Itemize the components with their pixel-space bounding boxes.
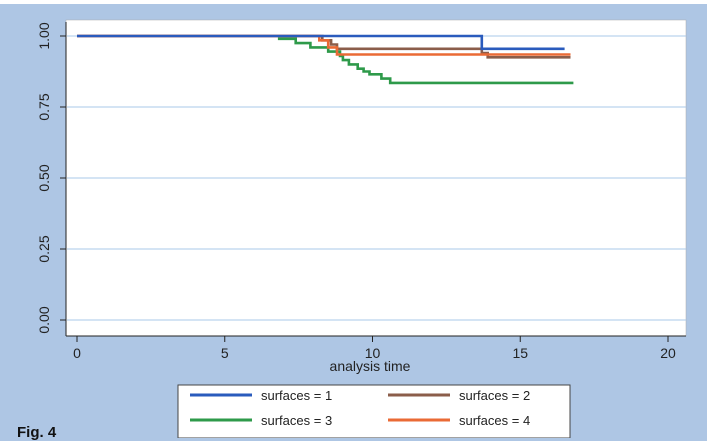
legend-label-3: surfaces = 3 [261,413,332,428]
y-tick-label: 0.50 [36,164,52,191]
axes: 0.00 0.25 0.50 0.75 1.00 0 5 10 15 20 [36,22,686,361]
y-tick-label: 1.00 [36,22,52,49]
series-line-3 [277,37,574,85]
x-tick-label: 20 [660,345,676,361]
y-tick-label: 0.75 [36,93,52,120]
legend-label-1: surfaces = 1 [261,388,332,403]
series [77,34,574,85]
legend: surfaces = 1 surfaces = 2 surfaces = 3 surf… [177,384,571,438]
legend-label-4: surfaces = 4 [459,413,530,428]
x-tick-label: 0 [73,345,81,361]
x-axis-label: analysis time [330,358,411,374]
x-tick-label: 10 [365,345,381,361]
x-tick-label: 15 [512,345,528,361]
x-tick-label: 5 [221,345,229,361]
y-tick-label: 0.25 [36,235,52,262]
top-border [0,0,707,4]
series-line-1 [77,34,565,51]
legend-label-2: surfaces = 2 [459,388,530,403]
figure-label: Fig. 4 [17,424,57,441]
y-tick-label: 0.00 [36,306,52,333]
